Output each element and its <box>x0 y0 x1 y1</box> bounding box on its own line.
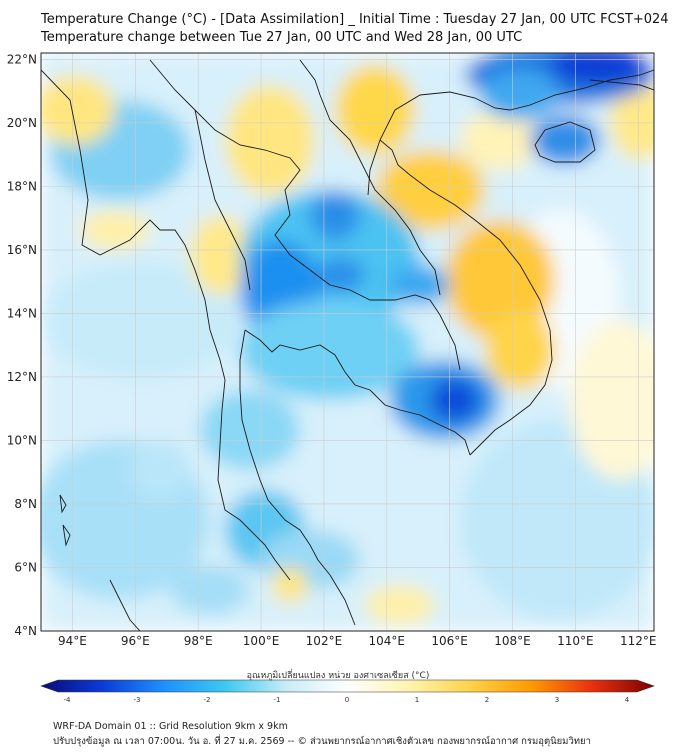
colorbar-tick-label: 4 <box>625 696 630 704</box>
lon-label: 104°E <box>369 634 406 648</box>
lon-label: 106°E <box>431 634 468 648</box>
colorbar-tick-label: -4 <box>64 696 72 704</box>
footer-model-info: WRF-DA Domain 01 :: Grid Resolution 9km … <box>53 721 288 732</box>
colorbar-bar <box>40 679 655 693</box>
colorbar-ticks: -4 -3 -2 -1 0 1 2 3 4 <box>64 696 630 704</box>
colorbar-tick-label: -1 <box>274 696 281 704</box>
colorbar: -4 -3 -2 -1 0 1 2 3 4 <box>40 679 655 704</box>
colorbar-tick-label: -3 <box>134 696 141 704</box>
lon-label: 102°E <box>306 634 343 648</box>
lat-label: 16°N <box>7 243 37 257</box>
colorbar-label: อุณหภูมิเปลี่ยนแปลง หน่วย องศาเซลเซียส (… <box>246 671 430 681</box>
map-gridlines <box>41 53 654 631</box>
lon-label: 100°E <box>243 634 280 648</box>
title-line-1: Temperature Change (°C) - [Data Assimila… <box>41 12 669 27</box>
colorbar-tick-label: 3 <box>555 696 559 704</box>
lon-label: 108°E <box>494 634 531 648</box>
lon-label: 96°E <box>121 634 150 648</box>
title-line-2: Temperature change between Tue 27 Jan, 0… <box>41 30 523 45</box>
lon-label: 94°E <box>58 634 87 648</box>
lat-label: 6°N <box>14 560 37 574</box>
lat-label: 18°N <box>7 179 37 193</box>
lat-label: 4°N <box>14 624 37 638</box>
temperature-field <box>41 53 654 631</box>
latitude-labels: 22°N 20°N 18°N 16°N 14°N 12°N 10°N 8°N 6°N 4°N <box>7 52 37 638</box>
lon-label: 98°E <box>184 634 213 648</box>
plot-frame <box>40 52 655 632</box>
lat-label: 14°N <box>7 306 37 320</box>
longitude-labels: 94°E 96°E 98°E 100°E 102°E 104°E 106°E 108°E 110… <box>58 634 657 648</box>
lon-label: 112°E <box>620 634 657 648</box>
colorbar-tick-label: 1 <box>415 696 419 704</box>
coastlines-borders <box>41 59 654 631</box>
lat-label: 20°N <box>7 116 37 130</box>
lat-label: 22°N <box>7 52 37 66</box>
colorbar-tick-label: 2 <box>485 696 489 704</box>
lon-label: 110°E <box>557 634 594 648</box>
lat-label: 10°N <box>7 433 37 447</box>
lat-label: 8°N <box>14 497 37 511</box>
colorbar-tick-label: -2 <box>204 696 211 704</box>
lat-label: 12°N <box>7 370 37 384</box>
colorbar-tick-label: 0 <box>345 696 349 704</box>
footer-credit: ปรับปรุงข้อมูล ณ เวลา 07:00น. วัน อ. ที่… <box>53 736 591 747</box>
